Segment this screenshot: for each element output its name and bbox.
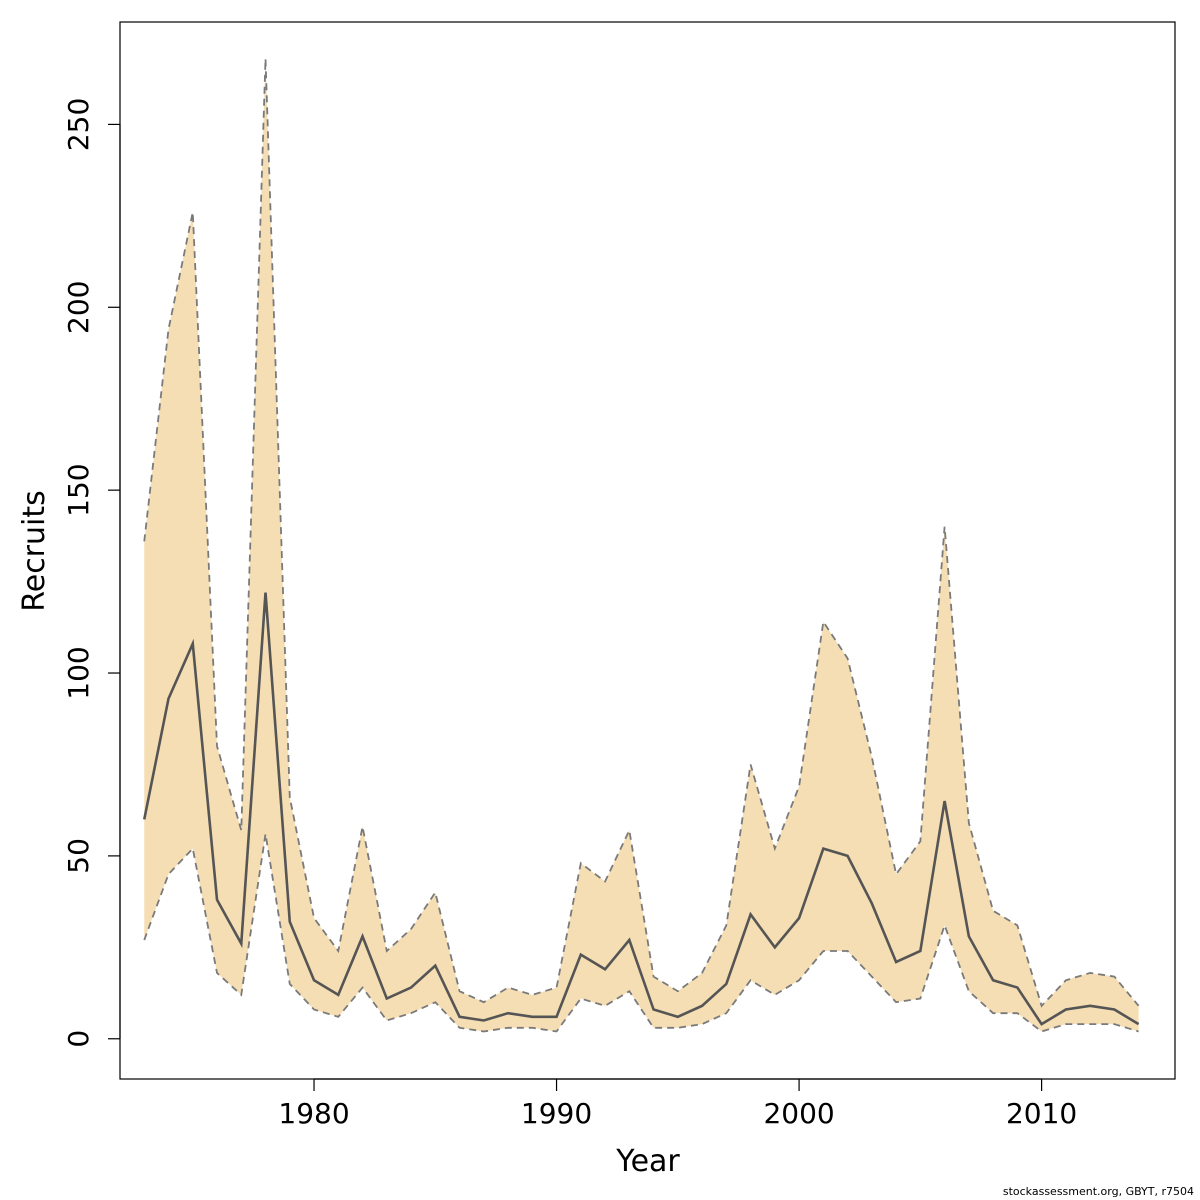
y-tick-label: 150: [62, 463, 95, 516]
y-tick-label: 100: [62, 646, 95, 699]
y-axis: 0 50 100 150 200 250: [62, 98, 121, 1048]
y-tick-label: 50: [62, 838, 95, 874]
x-tick-label: 2000: [763, 1097, 834, 1130]
bounds-lines-layer: [143, 58, 1140, 1033]
x-tick-label: 1980: [278, 1097, 349, 1130]
x-axis: 1980 1990 2000 2010: [278, 1078, 1077, 1130]
median-line: [142, 592, 1140, 1026]
confidence-band: [144, 58, 1139, 1032]
credit-text: stockassessment.org, GBYT, r7504: [1002, 1185, 1194, 1198]
x-tick-label: 2010: [1006, 1097, 1077, 1130]
y-axis-label: Recruits: [17, 490, 52, 612]
y-tick-label: 0: [62, 1030, 95, 1048]
lower-bound-line: [143, 833, 1139, 1033]
median-line-layer: [142, 592, 1140, 1026]
x-tick-label: 1990: [521, 1097, 592, 1130]
upper-bound-line: [143, 58, 1140, 1008]
y-tick-label: 200: [62, 281, 95, 334]
x-axis-label: Year: [615, 1144, 680, 1179]
y-tick-label: 250: [62, 98, 95, 151]
confidence-band-layer: [144, 58, 1139, 1032]
